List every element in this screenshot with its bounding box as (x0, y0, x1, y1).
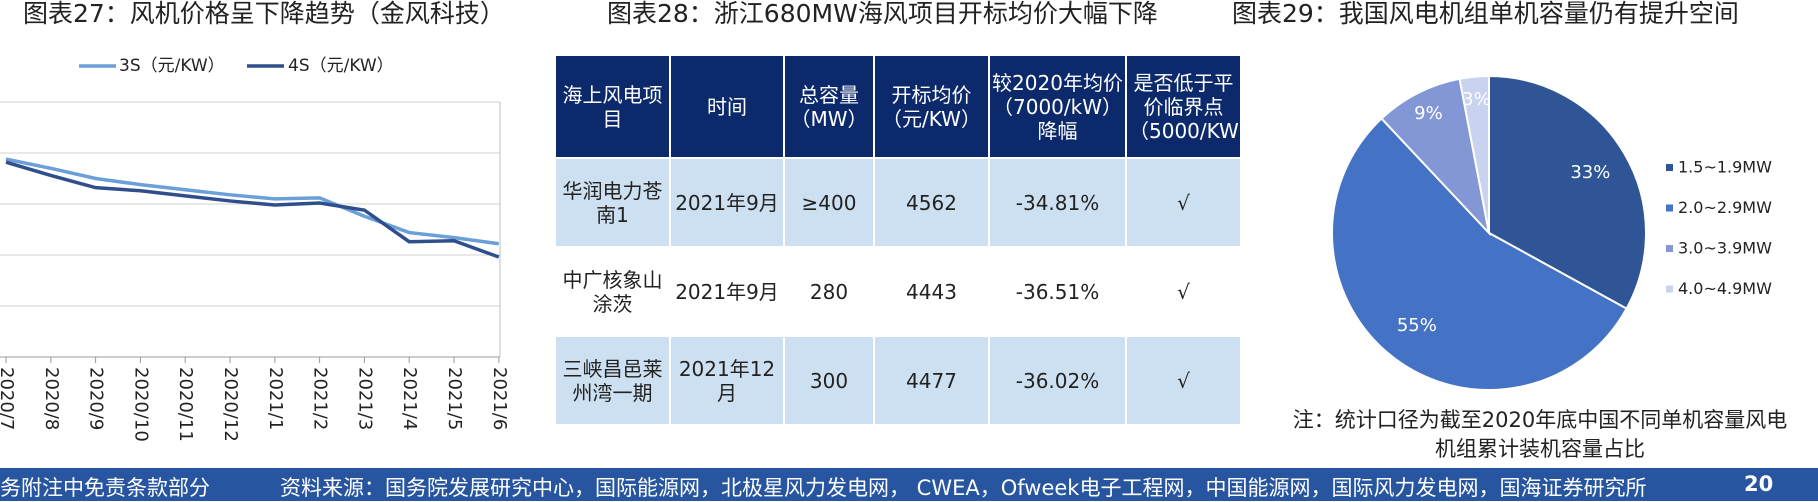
legend-swatch (1666, 285, 1673, 293)
x-tick-label: 2020/9 (86, 367, 107, 430)
table-row: 中广核象山涂茨 2021年9月 280 4443 -36.51% √ (556, 248, 1240, 335)
legend-label: 4S（元/KW） (288, 56, 394, 76)
pie-slice (1331, 117, 1628, 392)
legend-label: 4.0~4.9MW (1678, 279, 1772, 298)
table-row: 三峡昌邑莱州湾一期 2021年12月 300 4477 -36.02% √ (556, 337, 1240, 424)
legend-swatch (1666, 204, 1673, 212)
pie-slice (1458, 74, 1490, 234)
x-tick-label: 2021/4 (399, 367, 420, 430)
x-tick-label: 2021/6 (489, 367, 510, 430)
table-cell: √ (1127, 337, 1240, 424)
footer: 务附注中免责条款部分 资料来源：国务院发展研究中心，国际能源网，北极星风力发电网… (0, 468, 1818, 501)
x-tick-label: 2021/2 (310, 367, 331, 430)
table-cell: √ (1127, 248, 1240, 335)
header-row: 海上风电项目 时间 总容量（MW） 开标均价（元/KW） 较2020年均价（7000/k… (556, 56, 1259, 157)
x-tick-label: 2020/10 (130, 367, 151, 442)
table-cell: -36.02% (990, 337, 1125, 424)
table-cell: -36.51% (990, 248, 1125, 335)
table-cell: √ (1127, 159, 1240, 246)
pie-slice (1380, 77, 1491, 237)
header-cell: 总容量（MW） (785, 56, 873, 157)
legend-label: 3.0~3.9MW (1678, 239, 1772, 258)
pie-slice (1488, 74, 1647, 310)
table-cell: ≥400 (785, 159, 873, 246)
slice-label: 55% (1397, 315, 1437, 336)
x-tick-label: 2021/1 (265, 367, 286, 430)
x-tick-label: 2020/7 (0, 367, 17, 430)
legend-swatch (1666, 245, 1673, 252)
page-number: 20 (1744, 472, 1774, 496)
table-cell: 2021年12月 (671, 337, 783, 424)
legend-swatch (1666, 164, 1673, 171)
table-cell: 4562 (875, 159, 988, 246)
table: 海上风电项目 时间 总容量（MW） 开标均价（元/KW） 较2020年均价（7000/k… (554, 54, 1259, 426)
table-cell: 4477 (875, 337, 988, 424)
legend-label: 2.0~2.9MW (1678, 198, 1772, 217)
disclaimer: 务附注中免责条款部分 (0, 476, 210, 500)
table-cell: 280 (785, 248, 873, 335)
table-cell: 300 (785, 337, 873, 424)
legend-label: 3S（元/KW） (119, 56, 225, 76)
table-row: 华润电力苍南1 2021年9月 ≥400 4562 -34.81% √ (556, 159, 1240, 246)
table-cell: 华润电力苍南1 (556, 159, 669, 246)
x-tick-label: 2020/8 (41, 367, 62, 430)
line-series (5, 160, 500, 259)
chart-title: 图表27：风机价格呈下降趋势（金风科技） (23, 0, 505, 28)
table-title: 图表28：浙江680MW海风项目开标均价大幅下降 (607, 0, 1158, 28)
header-cell: 海上风电项目 (556, 56, 669, 157)
slice-label: 3% (1462, 89, 1491, 110)
source: 资料来源：国务院发展研究中心，国际能源网，北极星风力发电网， CWEA，Ofwe… (280, 476, 1647, 500)
charts: 图表27：风机价格呈下降趋势（金风科技） 图表28：浙江680MW海风项目开标均… (0, 0, 1772, 442)
header-cell: 开标均价（元/KW） (875, 56, 988, 157)
table-cell: -34.81% (990, 159, 1125, 246)
table-cell: 4443 (875, 248, 988, 335)
table-cell: 2021年9月 (671, 159, 783, 246)
table-cell: 三峡昌邑莱州湾一期 (556, 337, 669, 424)
table-cell: 2021年9月 (671, 248, 783, 335)
slice-label: 9% (1414, 103, 1443, 124)
line-series (5, 157, 500, 246)
x-tick-label: 2020/12 (220, 367, 241, 442)
legend-label: 1.5~1.9MW (1678, 158, 1772, 177)
note: 注：统计口径为截至2020年底中国不同单机容量风电机组累计装机容量占比 (1292, 408, 1788, 461)
header-cell: 是否低于平价临界点（5000/KW） (1127, 56, 1259, 157)
header-cell: 较2020年均价（7000/kW）降幅 (990, 56, 1125, 157)
chart-title: 图表29：我国风电机组单机容量仍有提升空间 (1232, 0, 1739, 28)
header-cell: 时间 (671, 56, 783, 157)
x-tick-label: 2021/5 (444, 367, 465, 430)
x-tick-label: 2020/11 (175, 367, 196, 442)
x-tick-label: 2021/3 (354, 367, 375, 430)
slice-label: 33% (1570, 162, 1610, 183)
table-cell: 中广核象山涂茨 (556, 248, 669, 335)
